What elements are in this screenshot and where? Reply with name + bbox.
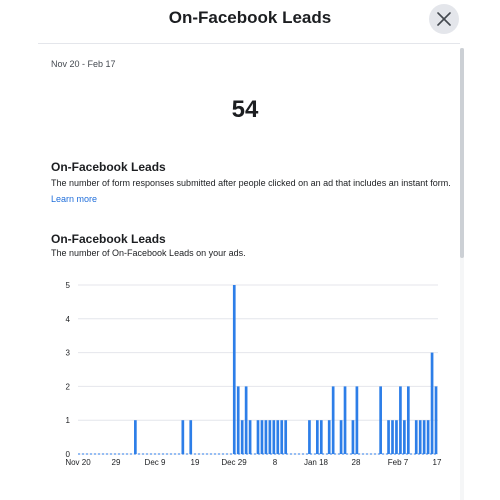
chart-bar — [391, 420, 394, 454]
chart-bar — [395, 420, 398, 454]
chart-bar — [284, 420, 288, 454]
chart-bar — [315, 420, 319, 454]
date-range: Nov 20 - Feb 17 — [51, 59, 116, 69]
chart-bar — [403, 420, 406, 454]
chart-bar — [319, 420, 323, 454]
chart-bar — [280, 420, 284, 454]
x-tick-label: Feb 7 — [388, 458, 409, 467]
chart-bar — [387, 420, 390, 454]
definition-title: On-Facebook Leads — [51, 160, 166, 174]
chart-description: The number of On-Facebook Leads on your … — [51, 248, 246, 258]
chart-bar — [232, 285, 236, 454]
chart-bar — [272, 420, 276, 454]
scrollbar-track[interactable] — [460, 48, 464, 500]
chart-bar — [351, 420, 355, 454]
chart-bar — [379, 386, 382, 454]
y-tick-label: 0 — [66, 450, 71, 459]
x-tick-label: 29 — [112, 458, 121, 467]
chart-bar — [308, 420, 311, 454]
x-tick-label: Dec 29 — [221, 458, 247, 467]
close-button[interactable] — [429, 4, 459, 34]
chart-bar — [260, 420, 264, 454]
chart-svg: 0 1 2 3 4 5 Nov 20 29 Dec 9 19 Dec 29 8 Jan 18 28 Feb … — [65, 281, 442, 467]
x-tick-label: 28 — [352, 458, 361, 467]
chart-bar — [189, 420, 193, 454]
y-tick-label: 2 — [66, 382, 71, 391]
chart-bar — [399, 386, 402, 454]
chart-bar — [418, 420, 422, 454]
chart-bar — [240, 420, 244, 454]
chart-bar — [355, 386, 359, 454]
leads-bar-chart: 0 1 2 3 4 5 Nov 20 29 Dec 9 19 Dec 29 8 Jan 18 28 Feb … — [0, 270, 460, 500]
chart-bar — [248, 420, 252, 454]
chart-bar — [434, 386, 438, 454]
header-divider — [38, 43, 460, 44]
x-tick-label: Jan 18 — [304, 458, 329, 467]
chart-bar — [244, 386, 248, 454]
close-icon — [437, 12, 451, 26]
chart-bar — [426, 420, 430, 454]
dialog-header: On-Facebook Leads — [0, 0, 500, 40]
chart-bar — [414, 420, 418, 454]
y-tick-label: 5 — [66, 281, 71, 290]
chart-bar — [406, 386, 410, 454]
chart-bar — [134, 420, 137, 454]
chart-bar — [276, 420, 280, 454]
total-leads-value: 54 — [231, 96, 259, 123]
chart-bar — [339, 420, 343, 454]
x-tick-label: Dec 9 — [145, 458, 166, 467]
chart-bar — [268, 420, 272, 454]
definition-description: The number of form responses submitted a… — [51, 175, 451, 207]
chart-bar — [236, 386, 240, 454]
chart-bar — [256, 420, 260, 454]
y-tick-label: 1 — [66, 416, 71, 425]
chart-bar — [430, 352, 434, 454]
chart-bar — [181, 420, 185, 454]
chart-bar — [331, 386, 335, 454]
scrollbar-thumb[interactable] — [460, 48, 464, 258]
chart-bar — [343, 386, 347, 454]
y-tick-label: 3 — [66, 349, 71, 358]
chart-bar — [422, 420, 426, 454]
dialog-title: On-Facebook Leads — [168, 8, 332, 27]
definition-text: The number of form responses submitted a… — [51, 178, 451, 188]
x-tick-label: 8 — [273, 458, 278, 467]
chart-title: On-Facebook Leads — [51, 232, 166, 246]
x-tick-label: 17 — [433, 458, 442, 467]
x-tick-label: Nov 20 — [65, 458, 91, 467]
x-tick-label: 19 — [191, 458, 200, 467]
chart-bar — [327, 420, 331, 454]
chart-bar — [264, 420, 268, 454]
y-tick-label: 4 — [66, 315, 71, 324]
learn-more-link[interactable]: Learn more — [51, 194, 98, 204]
